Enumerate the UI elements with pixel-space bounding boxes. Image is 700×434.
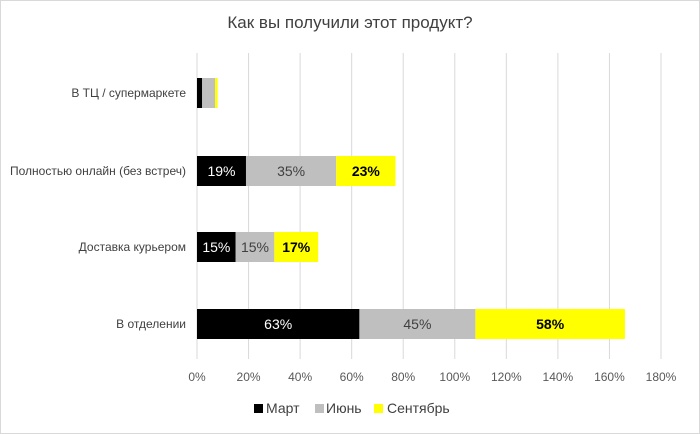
data-label: 17%	[282, 239, 311, 255]
bar-segment	[197, 156, 246, 186]
x-tick-label: 80%	[391, 370, 415, 384]
data-label: 58%	[536, 316, 565, 332]
data-label: 23%	[352, 163, 381, 179]
bar-segment	[197, 78, 203, 108]
x-tick-label: 180%	[646, 370, 677, 384]
y-category-label: Доставка курьером	[79, 240, 186, 254]
legend-swatch	[374, 404, 383, 413]
x-tick-label: 40%	[288, 370, 312, 384]
legend-label: Сентябрь	[387, 400, 450, 416]
x-tick-label: 0%	[188, 370, 206, 384]
bar-segment	[274, 232, 319, 262]
legend-swatch	[315, 404, 324, 413]
data-label: 63%	[264, 316, 292, 332]
y-category-label: В ТЦ / супермаркете	[71, 86, 186, 100]
data-label: 15%	[202, 239, 230, 255]
bar-segment	[245, 156, 337, 186]
x-tick-label: 160%	[594, 370, 625, 384]
data-label: 45%	[403, 316, 431, 332]
x-tick-label: 100%	[439, 370, 470, 384]
x-tick-label: 140%	[543, 370, 574, 384]
bar-segment	[215, 78, 218, 108]
bar-segment	[197, 232, 236, 262]
x-tick-label: 20%	[237, 370, 261, 384]
bar-segment	[359, 309, 476, 339]
legend-label: Март	[266, 400, 300, 416]
y-category-label: Полностью онлайн (без встреч)	[10, 164, 186, 178]
x-tick-label: 60%	[340, 370, 364, 384]
legend-swatch	[254, 404, 263, 413]
bar-segment	[235, 232, 275, 262]
x-tick-label: 120%	[491, 370, 522, 384]
data-label: 15%	[241, 239, 269, 255]
bar-segment	[197, 309, 360, 339]
bar-segment	[336, 156, 396, 186]
legend-label: Июнь	[326, 400, 362, 416]
y-category-label: В отделении	[116, 317, 186, 331]
bar-segment	[475, 309, 625, 339]
bar-segment	[202, 78, 216, 108]
data-label: 19%	[207, 163, 235, 179]
data-label: 35%	[277, 163, 305, 179]
chart-title: Как вы получили этот продукт?	[227, 13, 473, 32]
